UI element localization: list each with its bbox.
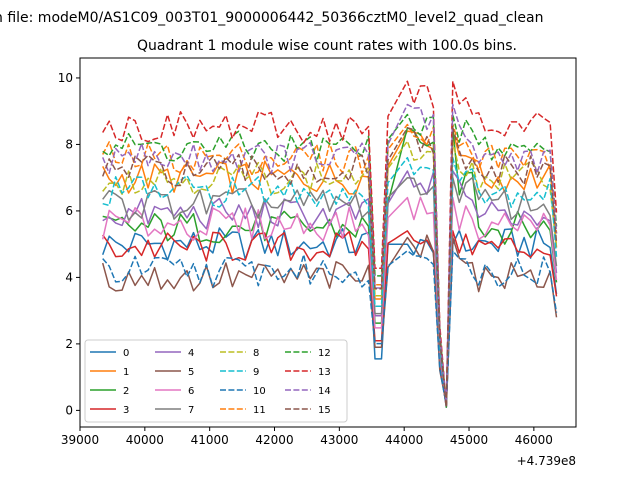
legend-label-10: 10 (253, 386, 266, 397)
series-line-11 (102, 123, 558, 405)
series-line-9 (102, 156, 558, 408)
y-tick-label: 10 (58, 71, 73, 85)
series-line-3 (102, 230, 558, 408)
x-offset-label: +4.739e8 (517, 454, 576, 468)
legend-box (84, 339, 348, 423)
x-tick-label: 40000 (126, 433, 164, 447)
figure-suptitle: n file: modeM0/AS1C09_003T01_9000006442_… (0, 10, 543, 26)
y-tick-label: 0 (65, 403, 73, 417)
y-tick-label: 6 (65, 204, 73, 218)
legend-label-13: 13 (318, 367, 331, 378)
series-line-10 (102, 250, 558, 407)
x-tick-label: 46000 (515, 433, 553, 447)
x-tick-label: 39000 (61, 433, 99, 447)
x-axis: 39000 40000 41000 42000 43000 44000 45000 46000 (61, 427, 553, 447)
series-line-5 (101, 234, 558, 405)
series-line-14 (102, 103, 558, 405)
legend-label-7: 7 (188, 405, 194, 416)
legend-label-1: 1 (123, 367, 129, 378)
legend-label-8: 8 (253, 348, 259, 359)
legend-label-6: 6 (188, 386, 194, 397)
axes-frame (79, 57, 577, 428)
legend-label-12: 12 (318, 348, 331, 359)
x-tick-label: 45000 (450, 433, 488, 447)
legend-label-4: 4 (188, 348, 194, 359)
series-line-15 (101, 127, 558, 408)
y-tick-label: 4 (65, 270, 73, 284)
series-line-7 (102, 176, 558, 407)
legend-label-3: 3 (123, 405, 129, 416)
series-lines (101, 80, 558, 408)
x-tick-label: 41000 (191, 433, 229, 447)
legend-label-9: 9 (253, 367, 259, 378)
y-tick-label: 2 (65, 337, 73, 351)
series-line-12 (102, 113, 558, 408)
x-tick-label: 44000 (385, 433, 423, 447)
y-axis: 0 2 4 6 8 10 (58, 71, 80, 417)
legend-label-0: 0 (123, 348, 129, 359)
series-line-6 (101, 196, 558, 408)
series-line-4 (102, 170, 558, 407)
legend-label-14: 14 (318, 386, 331, 397)
series-line-13 (102, 80, 558, 407)
legend-label-5: 5 (188, 367, 194, 378)
legend-label-2: 2 (123, 386, 129, 397)
legend-label-11: 11 (253, 405, 266, 416)
axes-title: Quadrant 1 module wise count rates with … (137, 38, 517, 54)
x-tick-label: 42000 (255, 433, 293, 447)
legend-label-15: 15 (318, 405, 331, 416)
x-tick-label: 43000 (320, 433, 358, 447)
plot-area (101, 80, 558, 408)
y-tick-label: 8 (65, 137, 73, 151)
